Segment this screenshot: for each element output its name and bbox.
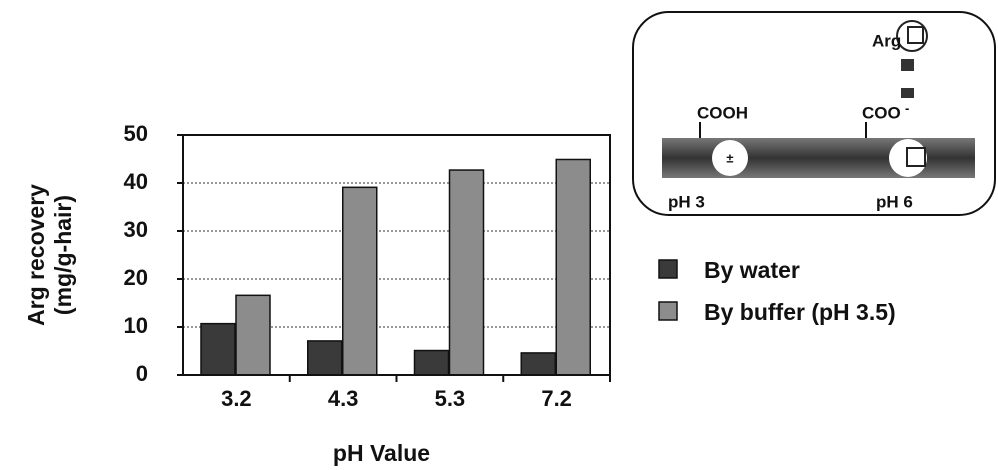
hair-band xyxy=(662,138,975,178)
ph-label: pH 3 xyxy=(668,192,705,211)
ph-label: pH 6 xyxy=(876,192,913,211)
plot-frame xyxy=(182,134,611,376)
bar xyxy=(307,340,343,376)
arrow-dot xyxy=(901,59,914,71)
chart: 0 10 20 30 40 50 3.2 4.3 5.3 7.2 pH Value Arg recov… xyxy=(23,121,896,466)
bar xyxy=(342,186,378,376)
x-tick-label: 3.2 xyxy=(221,386,252,411)
legend-label: By buffer (pH 3.5) xyxy=(704,299,896,325)
arg-square xyxy=(907,26,924,44)
y-axis-label: (mg/g-hair) xyxy=(50,195,76,315)
x-tick-label: 4.3 xyxy=(328,386,359,411)
charge-label: - xyxy=(905,100,909,115)
y-tick-label: 50 xyxy=(124,121,148,146)
group-label: COO xyxy=(862,103,901,122)
site-circle xyxy=(712,140,748,176)
y-axis-label: Arg recovery xyxy=(23,184,49,326)
y-tick-label: 10 xyxy=(124,313,148,338)
bar xyxy=(520,352,556,376)
legend-label: By water xyxy=(704,257,800,283)
zwitterion-label: ± xyxy=(726,150,733,165)
bar xyxy=(413,349,450,376)
group-label: COOH xyxy=(697,103,748,122)
arg-label: Arg xyxy=(872,31,901,50)
y-tick-label: 30 xyxy=(124,217,148,242)
y-tick-label: 0 xyxy=(136,361,148,386)
arrow-dot xyxy=(901,88,914,98)
bar xyxy=(555,158,591,376)
inset-frame xyxy=(632,11,996,216)
legend-swatch xyxy=(658,259,678,279)
inset-diagram: Arg COOH COO - ± pH 3 pH 6 xyxy=(632,11,996,216)
bar xyxy=(235,294,271,376)
y-tick-label: 40 xyxy=(124,169,148,194)
x-axis-label: pH Value xyxy=(333,440,430,466)
x-tick-label: 5.3 xyxy=(435,386,466,411)
bar xyxy=(200,322,236,376)
x-tick-label: 7.2 xyxy=(541,386,572,411)
legend-swatch xyxy=(658,301,678,321)
arg-square xyxy=(906,147,926,167)
y-tick-label: 20 xyxy=(124,265,148,290)
bar xyxy=(448,169,485,376)
